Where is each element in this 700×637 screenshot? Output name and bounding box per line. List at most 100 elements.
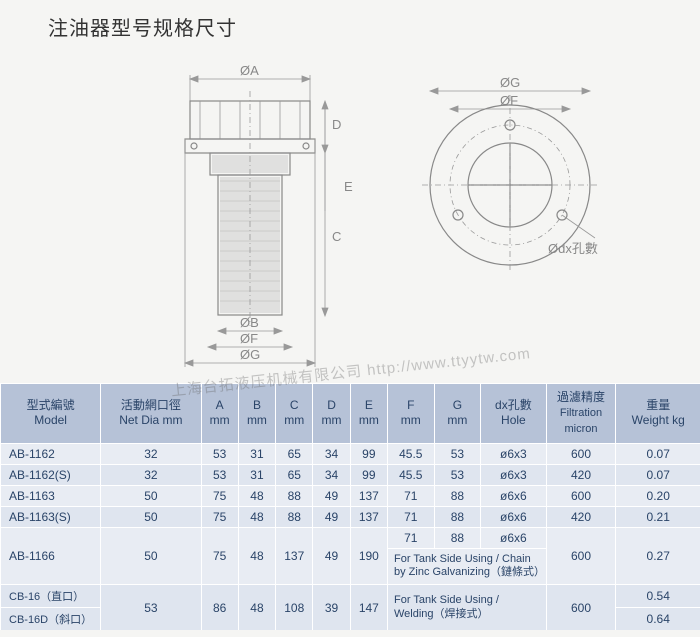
cell: 39 <box>313 585 350 631</box>
cell: ø6x6 <box>481 506 546 527</box>
label-e: E <box>344 179 353 194</box>
cell: 600 <box>546 443 616 464</box>
page-title: 注油器型号规格尺寸 <box>0 0 700 41</box>
label-c: C <box>332 229 341 244</box>
hdr-a: Amm <box>201 384 238 444</box>
cell: 0.64 <box>616 608 700 631</box>
cell: 88 <box>276 506 313 527</box>
cell: 31 <box>238 443 275 464</box>
cell: ø6x6 <box>481 485 546 506</box>
cell: 50 <box>101 485 201 506</box>
cell: 108 <box>276 585 313 631</box>
label-of: ØF <box>240 331 258 346</box>
cell: 53 <box>201 443 238 464</box>
cell: 420 <box>546 506 616 527</box>
hdr-g: Gmm <box>434 384 481 444</box>
cell: ø6x3 <box>481 443 546 464</box>
cell: 45.5 <box>387 464 434 485</box>
hdr-model: 型式編號Model <box>1 384 101 444</box>
table-row: AB-1166 50 75 48 137 49 190 71 88 ø6x6 6… <box>1 527 700 548</box>
cell: 88 <box>434 527 481 548</box>
cell: 53 <box>434 443 481 464</box>
cell: 34 <box>313 464 350 485</box>
cell: 137 <box>350 485 387 506</box>
hdr-hole: dx孔數Hole <box>481 384 546 444</box>
cell: 45.5 <box>387 443 434 464</box>
diagram-area: ØA D E C <box>0 41 700 383</box>
cell: 600 <box>546 485 616 506</box>
cell: 600 <box>546 527 616 585</box>
cell: 49 <box>313 485 350 506</box>
cell: 75 <box>201 506 238 527</box>
cell: 31 <box>238 464 275 485</box>
diagram-front: ØA D E C <box>140 61 370 371</box>
hdr-wt: 重量Weight kg <box>616 384 700 444</box>
cell: 34 <box>313 443 350 464</box>
cell-model: CB-16（直口） <box>1 585 101 608</box>
cell: 65 <box>276 443 313 464</box>
hdr-filt: 過濾精度Filtration micron <box>546 384 616 444</box>
table-row: AB-1163(S) 50 75 48 88 49 137 71 88 ø6x6… <box>1 506 700 527</box>
cell: 48 <box>238 527 275 585</box>
cell: ø6x6 <box>481 527 546 548</box>
cell-model: AB-1163(S) <box>1 506 101 527</box>
cell: 0.20 <box>616 485 700 506</box>
cell: 75 <box>201 527 238 585</box>
hdr-d: Dmm <box>313 384 350 444</box>
cell: 0.27 <box>616 527 700 585</box>
hdr-f: Fmm <box>387 384 434 444</box>
label-og: ØG <box>240 347 260 362</box>
hdr-net: 活動網口徑Net Dia mm <box>101 384 201 444</box>
spec-table: 型式編號Model 活動網口徑Net Dia mm Amm Bmm Cmm Dm… <box>0 383 700 630</box>
cell: 0.21 <box>616 506 700 527</box>
label-og2: ØG <box>500 75 520 90</box>
table-row: AB-1163 50 75 48 88 49 137 71 88 ø6x6 60… <box>1 485 700 506</box>
cell-note: For Tank Side Using / Chain by Zinc Galv… <box>387 548 546 585</box>
label-oa: ØA <box>240 63 259 78</box>
hdr-e: Emm <box>350 384 387 444</box>
cell: 0.07 <box>616 443 700 464</box>
cell: 88 <box>276 485 313 506</box>
cell: 600 <box>546 585 616 631</box>
cell: 71 <box>387 527 434 548</box>
header-row: 型式編號Model 活動網口徑Net Dia mm Amm Bmm Cmm Dm… <box>1 384 700 444</box>
cell: 99 <box>350 464 387 485</box>
cell: 48 <box>238 506 275 527</box>
label-odx: Ødx孔數 <box>548 241 598 256</box>
cell-model: CB-16D（斜口） <box>1 608 101 631</box>
cell: 53 <box>201 464 238 485</box>
cell: 88 <box>434 506 481 527</box>
cell-model: AB-1163 <box>1 485 101 506</box>
cell-model: AB-1162 <box>1 443 101 464</box>
cell: 49 <box>313 527 350 585</box>
cell: 50 <box>101 506 201 527</box>
label-ob: ØB <box>240 315 259 330</box>
cell: 420 <box>546 464 616 485</box>
cell: 53 <box>434 464 481 485</box>
cell: 53 <box>101 585 201 631</box>
cell: 50 <box>101 527 201 585</box>
table-row: AB-1162(S) 32 53 31 65 34 99 45.5 53 ø6x… <box>1 464 700 485</box>
cell: 75 <box>201 485 238 506</box>
cell-model: AB-1162(S) <box>1 464 101 485</box>
cell: 48 <box>238 485 275 506</box>
cell: 0.07 <box>616 464 700 485</box>
cell: 86 <box>201 585 238 631</box>
table-row: CB-16（直口） 53 86 48 108 39 147 For Tank S… <box>1 585 700 608</box>
cell: 137 <box>276 527 313 585</box>
diagram-top: ØG ØF Ødx孔數 <box>400 75 620 275</box>
cell: 65 <box>276 464 313 485</box>
cell: 0.54 <box>616 585 700 608</box>
cell-note: For Tank Side Using / Welding（焊接式） <box>387 585 546 631</box>
label-d: D <box>332 117 341 132</box>
cell: 99 <box>350 443 387 464</box>
cell: 49 <box>313 506 350 527</box>
cell: 147 <box>350 585 387 631</box>
table-row: AB-1162 32 53 31 65 34 99 45.5 53 ø6x3 6… <box>1 443 700 464</box>
cell: 48 <box>238 585 275 631</box>
cell: ø6x3 <box>481 464 546 485</box>
cell: 137 <box>350 506 387 527</box>
cell: 88 <box>434 485 481 506</box>
cell: 71 <box>387 485 434 506</box>
cell: 190 <box>350 527 387 585</box>
